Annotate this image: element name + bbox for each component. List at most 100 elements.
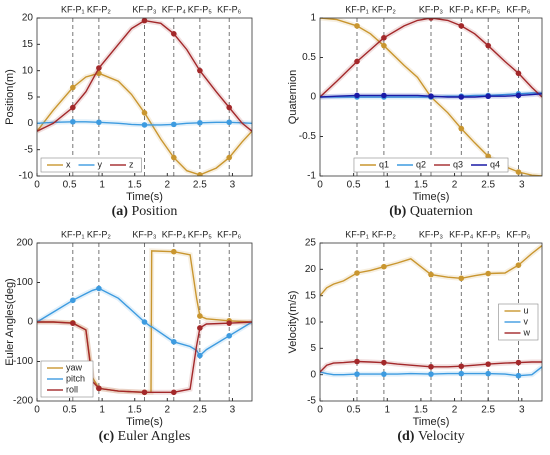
y-tick-label: 0 xyxy=(310,92,316,103)
x-tick-label: 3 xyxy=(230,180,236,191)
series-line xyxy=(320,18,542,98)
series-line xyxy=(320,93,542,98)
y-tick-label: -10 xyxy=(19,171,34,182)
legend-item: pitch xyxy=(47,373,85,383)
y-tick-label: -0.5 xyxy=(299,131,317,142)
keyframe-label: KF-P₆ xyxy=(217,4,242,14)
keyframe-marker xyxy=(226,154,232,161)
legend-item: z xyxy=(110,159,134,169)
legend-label: y xyxy=(98,159,103,169)
keyframe-label: KF-P₅ xyxy=(188,229,213,239)
keyframe-marker xyxy=(381,263,387,270)
keyframe-label: KF-P₂ xyxy=(87,4,112,14)
keyframe-label: KF-P₂ xyxy=(87,229,112,239)
keyframe-marker xyxy=(354,270,360,276)
legend-item: w xyxy=(504,327,531,337)
x-tick-label: 1 xyxy=(384,405,390,416)
keyframe-label: KF-P₄ xyxy=(449,4,474,14)
legend-label: u xyxy=(524,305,529,315)
keyframe-label: KF-P₄ xyxy=(162,4,187,14)
caption-label: (b) xyxy=(389,204,406,219)
keyframe-marker xyxy=(70,297,76,304)
legend-label: pitch xyxy=(66,373,85,383)
keyframe-marker xyxy=(141,110,148,116)
y-tick-label: 20 xyxy=(22,13,34,24)
keyframe-marker xyxy=(381,92,387,99)
x-axis-label: Time(s) xyxy=(413,416,450,428)
y-tick-label: -5 xyxy=(307,396,316,407)
x-tick-label: 2 xyxy=(165,180,171,191)
y-tick-label: 5 xyxy=(27,92,33,103)
keyframe-marker xyxy=(197,120,203,126)
keyframe-label: KF-P₄ xyxy=(449,229,474,239)
x-tick-label: 1 xyxy=(99,180,105,191)
keyframe-marker xyxy=(515,92,522,99)
legend: x y z xyxy=(40,157,142,173)
keyframe-marker xyxy=(458,94,465,100)
keyframe-marker xyxy=(381,371,387,377)
x-tick-label: 0.5 xyxy=(347,405,361,416)
y-tick-label: 10 xyxy=(305,317,317,328)
legend: q1 q2 q3 q4 xyxy=(353,157,509,173)
keyframe-marker xyxy=(485,42,491,49)
y-axis-label: Position(m) xyxy=(4,69,16,125)
x-tick-label: 1.5 xyxy=(128,405,142,416)
legend-item: q3 xyxy=(434,159,463,169)
legend: uvw xyxy=(498,303,539,341)
x-tick-label: 2.5 xyxy=(481,180,495,191)
x-tick-label: 1 xyxy=(99,405,105,416)
keyframe-marker xyxy=(381,42,387,49)
keyframe-marker xyxy=(226,104,232,111)
keyframe-marker xyxy=(354,358,360,365)
x-tick-label: 2 xyxy=(165,405,171,416)
caption: (b) Quaternion xyxy=(389,204,473,219)
y-tick-label: 5 xyxy=(310,343,316,354)
legend-item: y xyxy=(78,159,103,169)
series-line xyxy=(320,245,542,297)
keyframe-label: KF-P₆ xyxy=(506,4,531,14)
y-tick-label: 10 xyxy=(22,65,34,76)
series-group xyxy=(320,243,542,379)
keyframe-marker xyxy=(428,271,434,278)
keyframe-marker xyxy=(354,92,360,99)
plot-frame xyxy=(36,17,253,177)
keyframe-label: KF-P₁ xyxy=(345,229,369,239)
y-tick-label: 15 xyxy=(22,39,34,50)
legend-label: yaw xyxy=(66,362,83,372)
x-axis-label: Time(s) xyxy=(413,191,450,203)
keyframe-marker xyxy=(515,70,522,77)
keyframe-label: KF-P₁ xyxy=(61,4,85,14)
keyframe-marker xyxy=(141,389,148,396)
keyframe-marker xyxy=(458,363,465,370)
series-group xyxy=(320,18,542,176)
y-tick-label: 15 xyxy=(305,290,317,301)
x-tick-label: 3 xyxy=(519,180,525,191)
keyframe-marker xyxy=(354,371,360,377)
legend-item: q4 xyxy=(471,159,500,169)
legend-item: yaw xyxy=(47,362,83,372)
keyframe-marker xyxy=(428,363,434,370)
keyframe-marker xyxy=(96,285,102,292)
series-line xyxy=(37,121,252,126)
keyframe-marker xyxy=(197,313,203,319)
keyframe-marker xyxy=(197,325,203,331)
legend-label: q4 xyxy=(490,159,500,169)
plot-frame xyxy=(319,242,543,402)
y-tick-label: 0.5 xyxy=(302,52,316,63)
legend-label: q1 xyxy=(379,159,389,169)
caption-label: (d) xyxy=(397,429,414,444)
plot-frame xyxy=(319,17,543,177)
keyframe-label: KF-P₁ xyxy=(61,229,85,239)
y-tick-label: 1 xyxy=(310,13,316,24)
x-tick-label: 0 xyxy=(34,405,40,416)
y-tick-label: -5 xyxy=(24,144,33,155)
legend-box xyxy=(40,360,94,398)
x-tick-label: 2 xyxy=(452,405,458,416)
keyframe-marker xyxy=(226,320,232,326)
keyframe-marker xyxy=(458,125,465,132)
series-group xyxy=(37,248,252,396)
keyframe-marker xyxy=(96,119,102,126)
y-tick-label: 200 xyxy=(16,238,33,249)
y-axis-label: Quaternion xyxy=(287,70,299,124)
legend-label: v xyxy=(524,316,529,326)
